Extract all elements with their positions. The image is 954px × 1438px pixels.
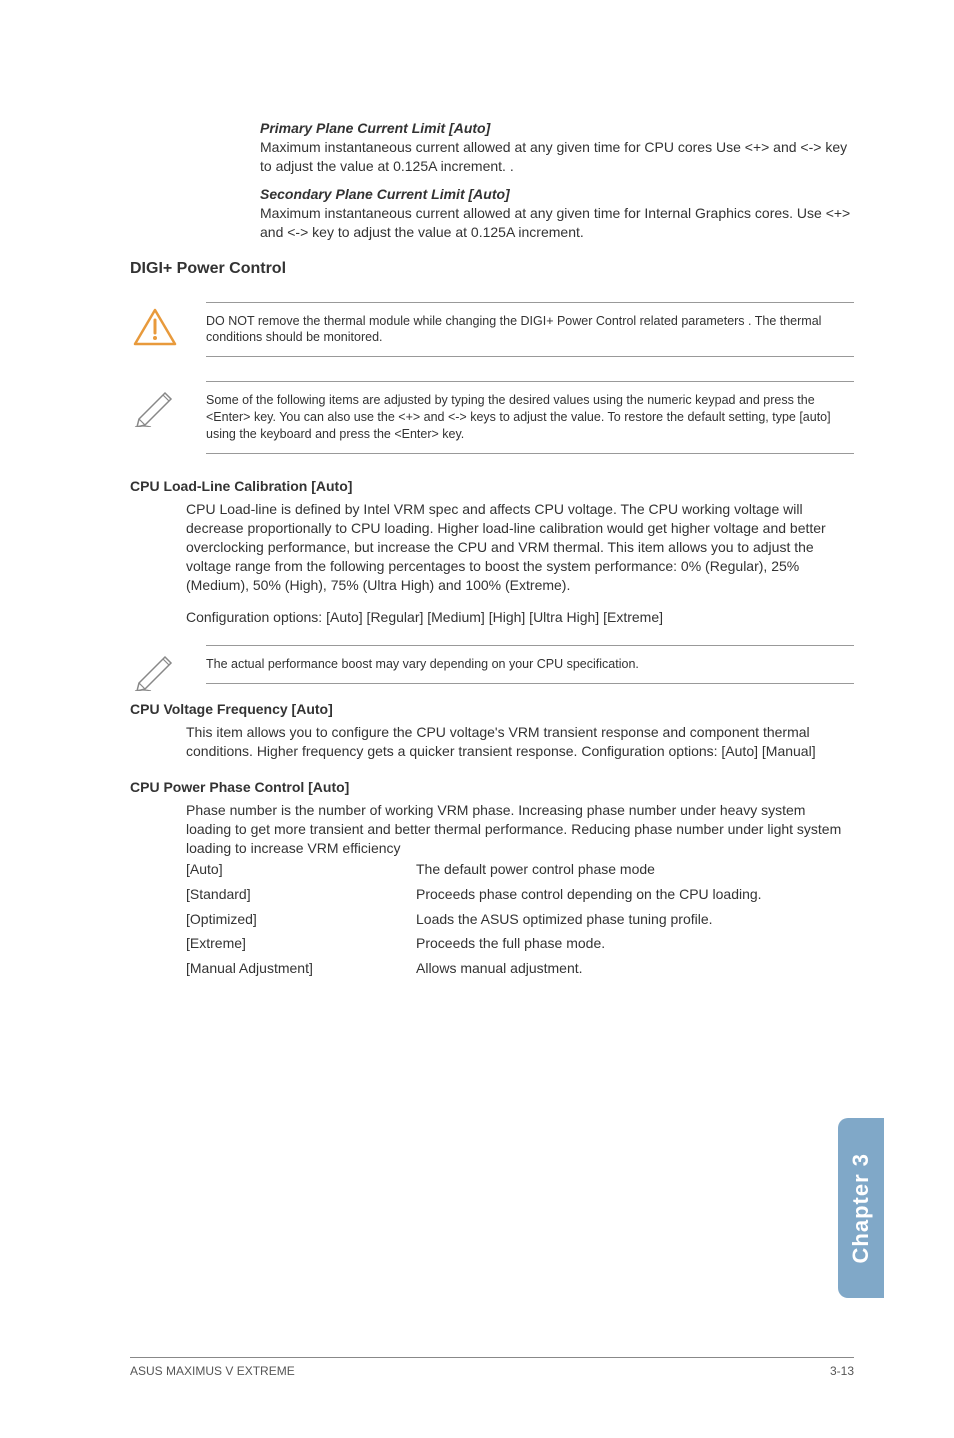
option-desc: The default power control phase mode (416, 860, 854, 879)
cpu-loadline-heading: CPU Load-Line Calibration [Auto] (130, 478, 854, 494)
option-label: [Manual Adjustment] (186, 959, 416, 978)
cpu-loadline-p2: Configuration options: [Auto] [Regular] … (186, 608, 854, 627)
cpu-voltage-freq-text: This item allows you to configure the CP… (186, 723, 854, 761)
cpu-voltage-freq-heading: CPU Voltage Frequency [Auto] (130, 701, 854, 717)
warning-icon (130, 302, 180, 346)
option-desc: Loads the ASUS optimized phase tuning pr… (416, 910, 854, 929)
page-footer: ASUS MAXIMUS V EXTREME 3-13 (130, 1357, 854, 1378)
option-label: [Optimized] (186, 910, 416, 929)
cpu-power-phase-heading: CPU Power Phase Control [Auto] (130, 779, 854, 795)
info-note-box: Some of the following items are adjusted… (130, 381, 854, 454)
cpu-power-phase-intro: Phase number is the number of working VR… (186, 801, 854, 858)
option-desc: Proceeds the full phase mode. (416, 934, 854, 953)
digi-power-heading: DIGI+ Power Control (130, 260, 854, 278)
option-row: [Manual Adjustment] Allows manual adjust… (186, 959, 854, 978)
perf-note-box: The actual performance boost may vary de… (130, 645, 854, 691)
cpu-voltage-freq-body: This item allows you to configure the CP… (186, 723, 854, 761)
footer-right: 3-13 (830, 1364, 854, 1378)
cpu-loadline-p1: CPU Load-line is defined by Intel VRM sp… (186, 500, 854, 594)
info-note-text: Some of the following items are adjusted… (206, 381, 854, 454)
footer-left: ASUS MAXIMUS V EXTREME (130, 1364, 295, 1378)
warning-note-box: DO NOT remove the thermal module while c… (130, 302, 854, 358)
chapter-side-tab-text: Chapter 3 (848, 1153, 874, 1263)
pencil-icon (130, 381, 180, 427)
cpu-loadline-body: CPU Load-line is defined by Intel VRM sp… (186, 500, 854, 627)
warning-note-text: DO NOT remove the thermal module while c… (206, 302, 854, 358)
option-desc: Proceeds phase control depending on the … (416, 885, 854, 904)
chapter-side-tab: Chapter 3 (838, 1118, 884, 1298)
primary-plane-section: Primary Plane Current Limit [Auto] Maxim… (260, 120, 854, 242)
option-row: [Auto] The default power control phase m… (186, 860, 854, 879)
option-row: [Extreme] Proceeds the full phase mode. (186, 934, 854, 953)
primary-plane-title: Primary Plane Current Limit [Auto] (260, 120, 854, 136)
option-desc: Allows manual adjustment. (416, 959, 854, 978)
pencil-icon (130, 645, 180, 691)
secondary-plane-body: Maximum instantaneous current allowed at… (260, 204, 854, 242)
option-row: [Optimized] Loads the ASUS optimized pha… (186, 910, 854, 929)
primary-plane-body: Maximum instantaneous current allowed at… (260, 138, 854, 176)
perf-note-text: The actual performance boost may vary de… (206, 645, 854, 684)
option-row: [Standard] Proceeds phase control depend… (186, 885, 854, 904)
secondary-plane-title: Secondary Plane Current Limit [Auto] (260, 186, 854, 202)
option-label: [Auto] (186, 860, 416, 879)
cpu-power-phase-body: Phase number is the number of working VR… (186, 801, 854, 978)
option-label: [Standard] (186, 885, 416, 904)
option-label: [Extreme] (186, 934, 416, 953)
